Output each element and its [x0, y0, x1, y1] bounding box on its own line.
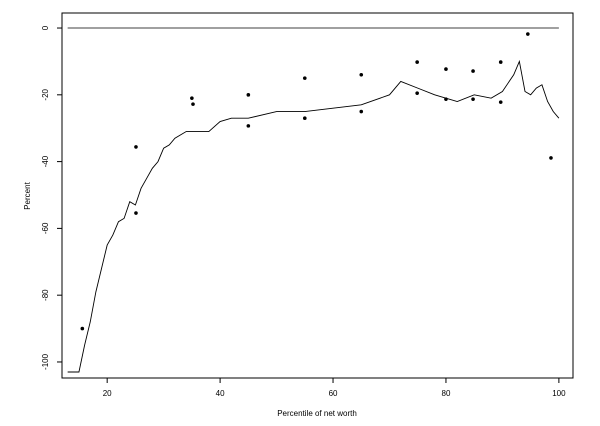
data-point — [415, 60, 419, 64]
data-point — [134, 145, 138, 149]
data-point — [444, 97, 448, 101]
data-point — [302, 76, 307, 80]
y-tick-label: -20 — [41, 88, 50, 100]
x-tick-label: 20 — [103, 389, 112, 398]
data-point — [359, 109, 364, 114]
data-point — [246, 124, 251, 128]
y-tick-label: -100 — [41, 353, 50, 370]
data-line — [67, 59, 560, 373]
data-point — [302, 116, 307, 120]
y-tick-label: 0 — [41, 25, 50, 30]
y-tick-label: -80 — [41, 289, 50, 301]
data-point — [190, 96, 194, 100]
x-axis-label: Percentile of net worth — [277, 409, 357, 418]
data-point — [359, 72, 364, 77]
data-point — [246, 93, 251, 97]
plot-frame — [61, 12, 574, 379]
data-point — [498, 60, 503, 64]
data-point — [444, 67, 448, 71]
data-point — [134, 211, 138, 215]
x-tick-label: 100 — [552, 389, 566, 398]
x-tick-label: 80 — [442, 389, 451, 398]
data-point — [471, 69, 475, 73]
y-tick-label: -40 — [41, 155, 50, 167]
x-tick-label: 60 — [329, 389, 338, 398]
data-point — [191, 102, 195, 106]
data-point — [471, 97, 475, 101]
data-point — [80, 326, 85, 331]
y-tick-label: -60 — [41, 222, 50, 234]
data-point — [415, 91, 419, 95]
data-point — [498, 100, 503, 104]
data-point — [549, 156, 553, 160]
data-point — [526, 32, 530, 36]
x-tick-label: 40 — [216, 389, 225, 398]
y-axis-label: Percent — [23, 181, 32, 209]
